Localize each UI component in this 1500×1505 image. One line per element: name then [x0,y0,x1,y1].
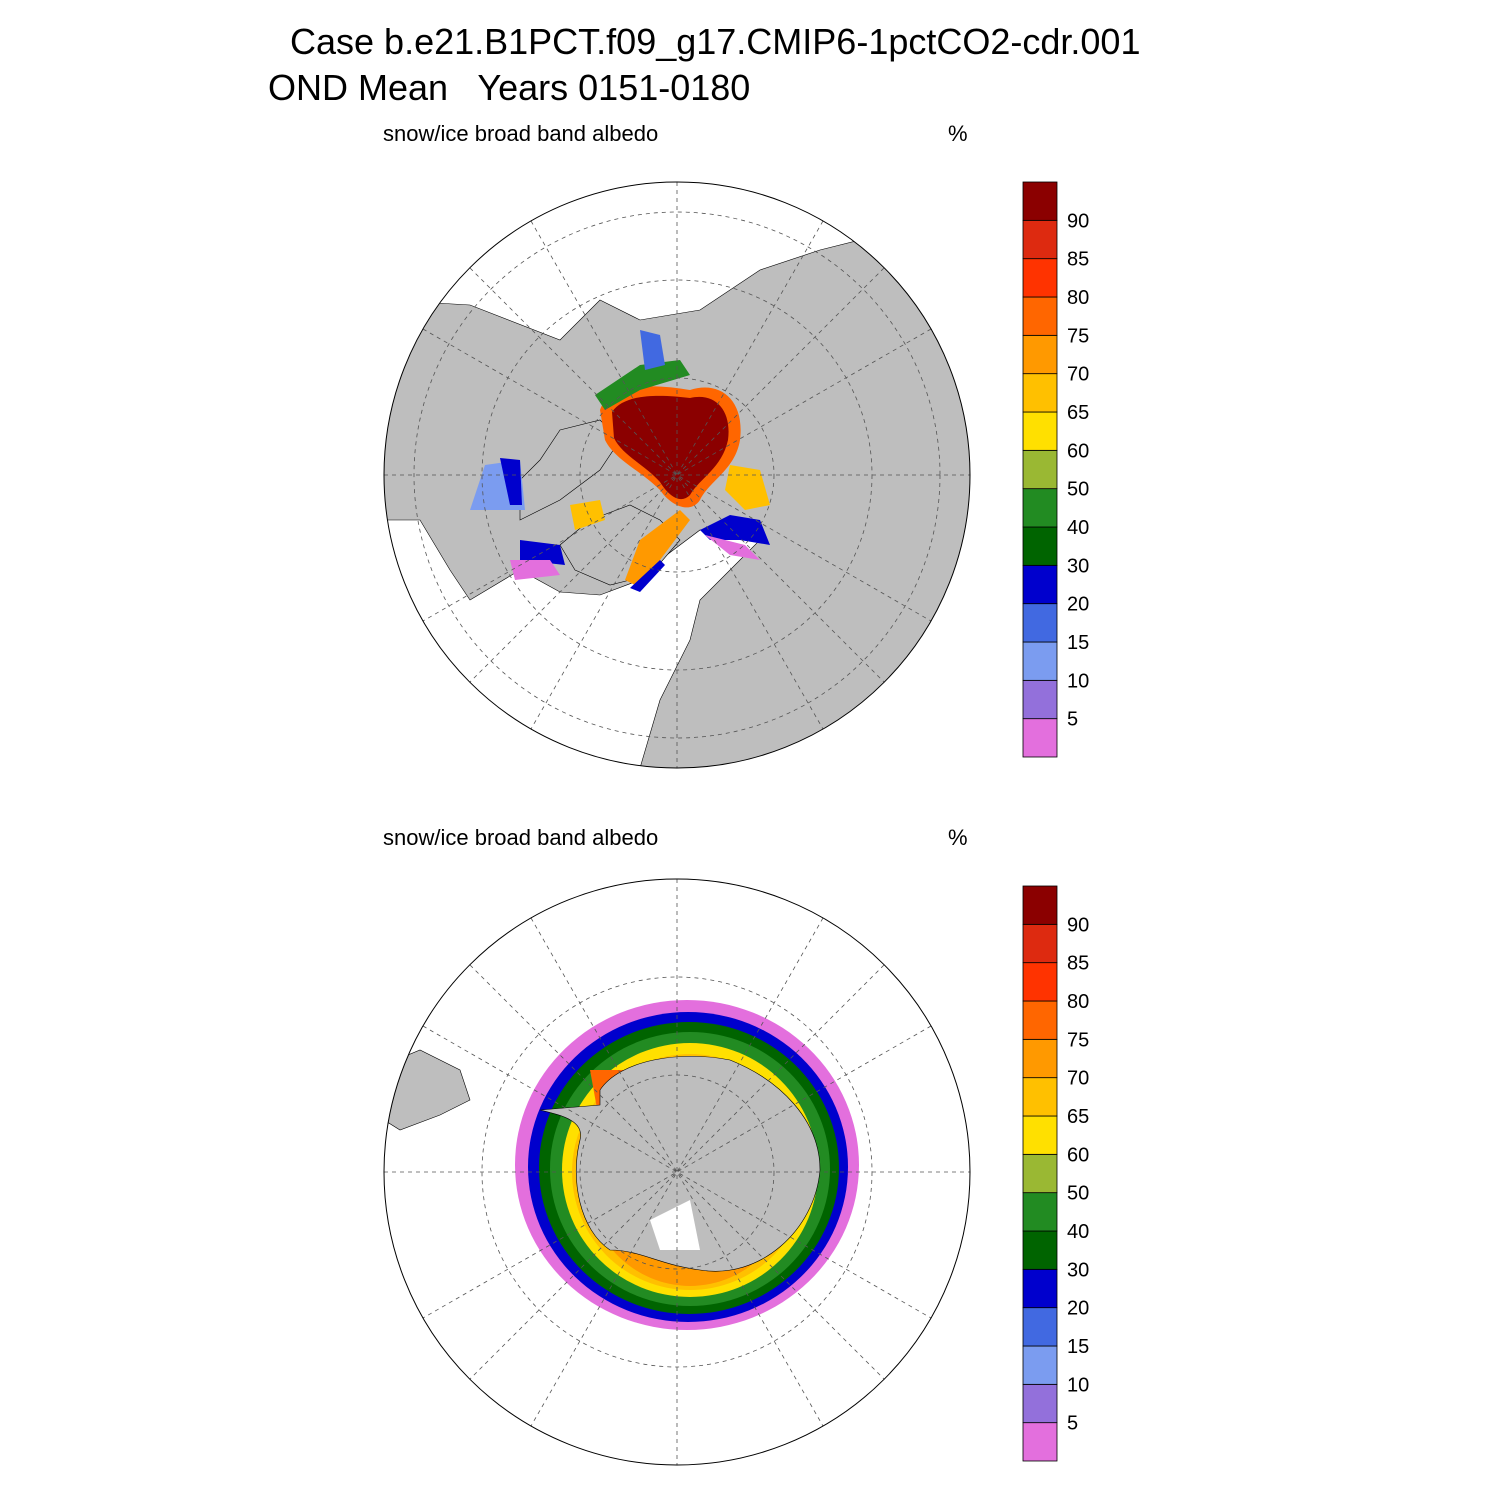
colorbar-label: 60 [1067,1144,1089,1166]
colorbar-box [1022,526,1058,566]
colorbar-box [1022,1230,1058,1270]
colorbar-box [1022,296,1058,336]
colorbar-label: 30 [1067,1259,1089,1281]
title: Case b.e21.B1PCT.f09_g17.CMIP6-1pctCO2-c… [290,21,1140,62]
colorbar-box [1022,1268,1058,1309]
colorbar-label: 80 [1067,287,1089,309]
colorbar-box [1022,258,1058,298]
colorbar-label: 75 [1067,1029,1089,1051]
colorbar-label: 15 [1067,632,1089,654]
colorbar-box [1022,334,1058,375]
colorbar-box [1022,962,1058,1002]
colorbar-label: 75 [1067,325,1089,347]
colorbar-box [1022,181,1058,221]
colorbar-label: 30 [1067,555,1089,577]
colorbar-box [1022,1192,1058,1232]
colorbar-label: 65 [1067,1106,1089,1128]
colorbar-label: 10 [1067,1374,1089,1396]
colorbar-box [1022,219,1058,260]
colorbar-label: 10 [1067,670,1089,692]
colorbar-box [1022,603,1058,643]
colorbar-box [1022,885,1058,925]
colorbar-box [1022,1153,1058,1194]
colorbar-box [1022,641,1058,681]
colorbar-box [1022,1345,1058,1385]
colorbar-box [1022,564,1058,605]
colorbar-label: 20 [1067,594,1089,616]
colorbar-label: 80 [1067,991,1089,1013]
colorbar-label: 90 [1067,914,1089,936]
colorbar-box [1022,373,1058,413]
colorbar-label: 5 [1067,709,1078,731]
colorbar-box [1022,1115,1058,1155]
colorbar-box [1022,1307,1058,1347]
colorbar-label: 85 [1067,953,1089,975]
colorbar-label: 70 [1067,1068,1089,1090]
colorbar-box [1022,449,1058,490]
colorbar-label: 40 [1067,517,1089,539]
north-grid [383,181,971,769]
colorbar-box [1022,1077,1058,1117]
colorbar-box [1022,411,1058,451]
colorbar-label: 15 [1067,1336,1089,1358]
colorbar-label: 50 [1067,479,1089,501]
panel-title: snow/ice broad band albedo [383,825,658,850]
colorbar-box [1022,488,1058,528]
colorbar-box [1022,679,1058,720]
colorbar-label: 90 [1067,210,1089,232]
south-grid [383,878,971,1466]
colorbar-label: 70 [1067,364,1089,386]
colorbar-label: 40 [1067,1221,1089,1243]
colorbar-label: 5 [1067,1413,1078,1435]
panel-title: snow/ice broad band albedo [383,121,658,146]
colorbar-label: 50 [1067,1183,1089,1205]
colorbar-label: 20 [1067,1298,1089,1320]
panel-units: % [948,825,968,850]
colorbar-box [1022,1383,1058,1424]
subtitle: OND Mean Years 0151-0180 [268,67,750,108]
colorbar-label: 85 [1067,249,1089,271]
colorbar-box [1022,1038,1058,1079]
colorbar-label: 60 [1067,440,1089,462]
colorbar-box [1022,923,1058,964]
colorbar-label: 65 [1067,402,1089,424]
colorbar-box [1022,1000,1058,1040]
panel-units: % [948,121,968,146]
colorbar-box [1022,1422,1058,1462]
colorbar-box [1022,718,1058,758]
